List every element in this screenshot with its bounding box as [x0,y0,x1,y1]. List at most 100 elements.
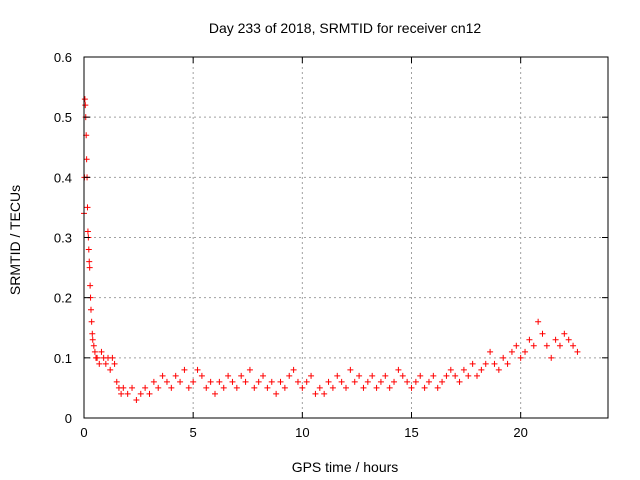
data-point [109,354,116,361]
y-tick-label: 0.6 [54,50,72,65]
y-tick-label: 0.5 [54,110,72,125]
data-point [312,390,319,397]
data-point [194,366,201,373]
data-point [338,378,345,385]
data-point [190,378,197,385]
data-point [364,378,371,385]
data-point [146,390,153,397]
data-point [434,384,441,391]
data-point [107,366,114,373]
data-point [543,342,550,349]
data-point [207,378,214,385]
data-point [90,342,97,349]
data-point [443,372,450,379]
data-point [412,378,419,385]
data-point [360,384,367,391]
data-point [168,384,175,391]
data-point [487,348,494,355]
data-point [465,372,472,379]
data-point [242,378,249,385]
data-point [574,348,581,355]
data-point [504,360,511,367]
data-point [89,330,96,337]
data-point [281,384,288,391]
data-point [198,372,205,379]
data-point [556,342,563,349]
data-point [513,342,520,349]
data-point [391,378,398,385]
data-point [294,378,301,385]
y-tick-label: 0 [65,411,72,426]
data-point [469,360,476,367]
data-point [478,366,485,373]
data-point [142,384,149,391]
data-point [238,372,245,379]
data-point [460,366,467,373]
data-point [181,366,188,373]
data-point [225,372,232,379]
data-point [474,372,480,379]
data-point [86,264,93,271]
data-point [530,342,537,349]
data-point [303,378,310,385]
axis-ticks: 0 5 10 15 20 0 0.1 0.2 0.3 0.4 0.5 0.6 [54,50,608,440]
data-point [137,390,144,397]
data-point [548,354,555,361]
data-point [94,354,101,361]
data-point [308,372,315,379]
data-point [163,378,170,385]
data-point [347,366,354,373]
data-point [508,348,515,355]
data-point [172,372,179,379]
data-point [430,372,437,379]
data-point [343,384,349,391]
data-point [290,366,297,373]
x-tick-label: 0 [80,425,87,440]
y-tick-label: 0.3 [54,231,72,246]
y-tick-label: 0.1 [54,351,72,366]
data-point [113,378,120,385]
data-point [251,384,258,391]
data-point [535,318,542,325]
data-point [91,348,98,355]
data-point [216,378,223,385]
data-point [417,372,424,379]
data-point [526,336,533,343]
data-point [517,354,524,361]
data-point [159,372,166,379]
y-tick-label: 0.4 [54,170,72,185]
data-point [522,348,529,355]
data-point [408,384,415,391]
data-point [321,390,328,397]
data-point [404,378,411,385]
data-point [452,372,459,379]
data-point [482,360,489,367]
data-point [88,318,95,325]
data-point [81,96,88,103]
data-point [439,378,446,385]
data-point [85,246,92,253]
data-point [447,366,454,373]
data-point [133,396,140,403]
data-point [98,348,105,355]
data-point [83,156,90,163]
data-point [329,384,336,391]
data-point [369,372,376,379]
data-point [316,384,323,391]
data-point [84,204,91,211]
data-point [382,372,389,379]
data-point [155,384,162,391]
data-point [102,360,109,367]
data-point [260,372,267,379]
x-tick-label: 10 [295,425,309,440]
data-point [539,330,546,337]
data-point [334,372,341,379]
x-tick-label: 5 [190,425,197,440]
data-point [425,378,432,385]
data-point [356,372,363,379]
data-point [495,366,502,373]
data-point [87,306,94,313]
data-point [124,390,131,397]
chart-title: Day 233 of 2018, SRMTID for receiver cn1… [209,20,482,36]
